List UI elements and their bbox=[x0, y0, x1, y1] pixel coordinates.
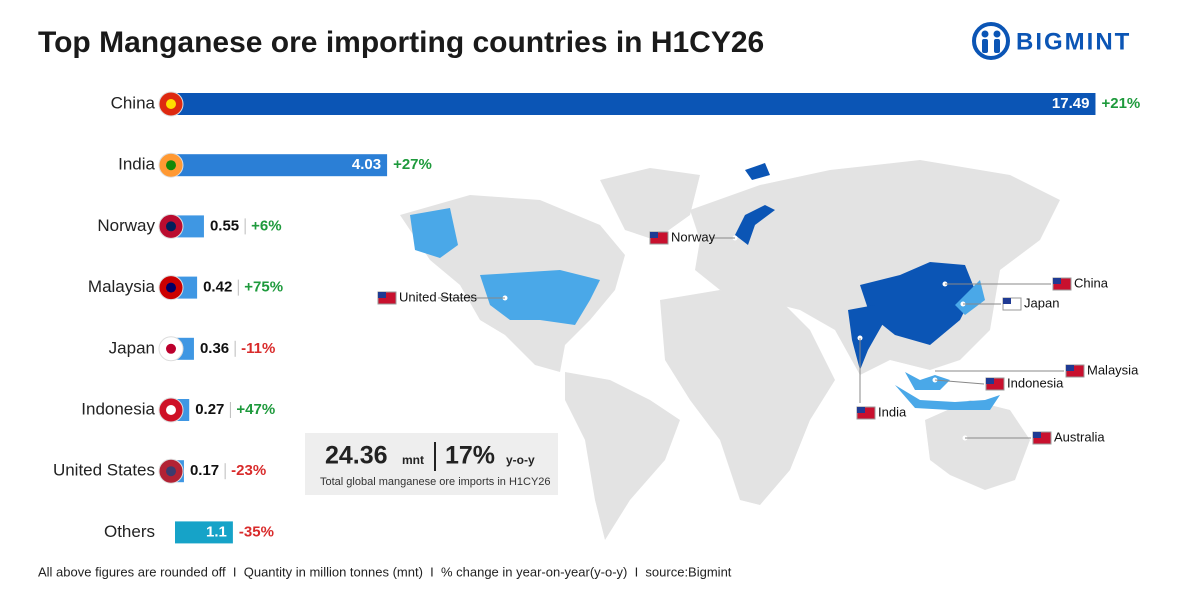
category-label: China bbox=[111, 93, 156, 112]
summary-unit: mnt bbox=[402, 453, 424, 467]
category-label: United States bbox=[53, 461, 155, 480]
map-label: Japan bbox=[1024, 295, 1059, 310]
flag bbox=[166, 221, 176, 232]
footer: All above figures are rounded off I Quan… bbox=[38, 564, 732, 579]
land bbox=[925, 400, 1030, 490]
country-us bbox=[480, 270, 600, 325]
map-flag bbox=[857, 407, 865, 413]
category-label: Norway bbox=[97, 216, 155, 235]
land bbox=[600, 168, 700, 240]
map-label: India bbox=[878, 404, 907, 419]
change-label: +47% bbox=[236, 401, 275, 418]
bar bbox=[175, 215, 204, 238]
change-label: -23% bbox=[231, 462, 266, 479]
summary-box: 24.36 mnt 17% y-o-y Total global mangane… bbox=[305, 433, 558, 495]
logo: BIGMINT bbox=[972, 22, 1131, 60]
change-label: +21% bbox=[1101, 95, 1140, 112]
map-flag bbox=[986, 378, 994, 384]
value-label: 0.55 bbox=[210, 217, 239, 234]
category-label: India bbox=[118, 155, 155, 174]
map-flag bbox=[1066, 365, 1074, 371]
change-label: +27% bbox=[393, 156, 432, 173]
logo-icon bbox=[982, 39, 988, 53]
world-map bbox=[400, 160, 1060, 540]
summary-caption: Total global manganese ore imports in H1… bbox=[320, 476, 551, 488]
country-us-alaska bbox=[410, 208, 458, 258]
summary-change-unit: y-o-y bbox=[506, 453, 535, 467]
map-label: Australia bbox=[1054, 429, 1105, 444]
map-flag bbox=[378, 292, 386, 298]
value-label: 0.42 bbox=[203, 279, 232, 296]
map-flag bbox=[1053, 278, 1061, 284]
category-label: Indonesia bbox=[81, 399, 155, 418]
summary-total: 24.36 bbox=[325, 442, 388, 470]
change-label: +6% bbox=[251, 217, 281, 234]
value-label: 1.1 bbox=[206, 523, 227, 540]
logo-icon bbox=[993, 30, 1001, 38]
flag bbox=[166, 160, 176, 171]
bar bbox=[175, 93, 1096, 115]
logo-text: BIGMINT bbox=[1016, 28, 1131, 55]
summary-change: 17% bbox=[445, 442, 495, 470]
land bbox=[660, 290, 835, 505]
summary-background bbox=[305, 433, 558, 495]
map-label: Indonesia bbox=[1007, 375, 1064, 390]
leader-line bbox=[934, 379, 985, 385]
land bbox=[690, 160, 1060, 375]
flag bbox=[166, 282, 176, 293]
value-label: 0.27 bbox=[195, 401, 224, 418]
value-label: 4.03 bbox=[352, 156, 381, 173]
country-norway bbox=[745, 163, 770, 180]
country-malaysia bbox=[905, 372, 950, 390]
map-flag bbox=[650, 232, 658, 238]
map-label: United States bbox=[399, 289, 478, 304]
country-indonesia bbox=[895, 385, 1000, 410]
category-label: Others bbox=[104, 522, 155, 541]
chart-title: Top Manganese ore importing countries in… bbox=[38, 26, 764, 59]
value-label: 0.36 bbox=[200, 340, 229, 357]
flag bbox=[166, 405, 176, 415]
logo-icon bbox=[994, 39, 1000, 53]
value-label: 0.17 bbox=[190, 462, 219, 479]
bar bbox=[175, 521, 233, 544]
map-flag bbox=[1033, 432, 1041, 438]
category-label: Japan bbox=[109, 338, 155, 357]
country-india bbox=[848, 305, 885, 370]
land bbox=[565, 372, 680, 540]
map-label: Malaysia bbox=[1087, 362, 1139, 377]
flag bbox=[166, 466, 176, 477]
change-label: +75% bbox=[244, 279, 283, 296]
change-label: -11% bbox=[241, 340, 275, 357]
change-label: -35% bbox=[239, 523, 274, 540]
flag bbox=[166, 99, 176, 109]
map-label: Norway bbox=[671, 229, 716, 244]
country-norway bbox=[735, 205, 775, 245]
bar bbox=[175, 154, 388, 177]
logo-icon bbox=[972, 22, 1010, 60]
map-label: China bbox=[1074, 275, 1109, 290]
flag bbox=[166, 343, 176, 354]
category-label: Malaysia bbox=[88, 277, 156, 296]
logo-icon bbox=[981, 30, 989, 38]
map-flag bbox=[1003, 298, 1011, 304]
value-label: 17.49 bbox=[1052, 95, 1090, 112]
